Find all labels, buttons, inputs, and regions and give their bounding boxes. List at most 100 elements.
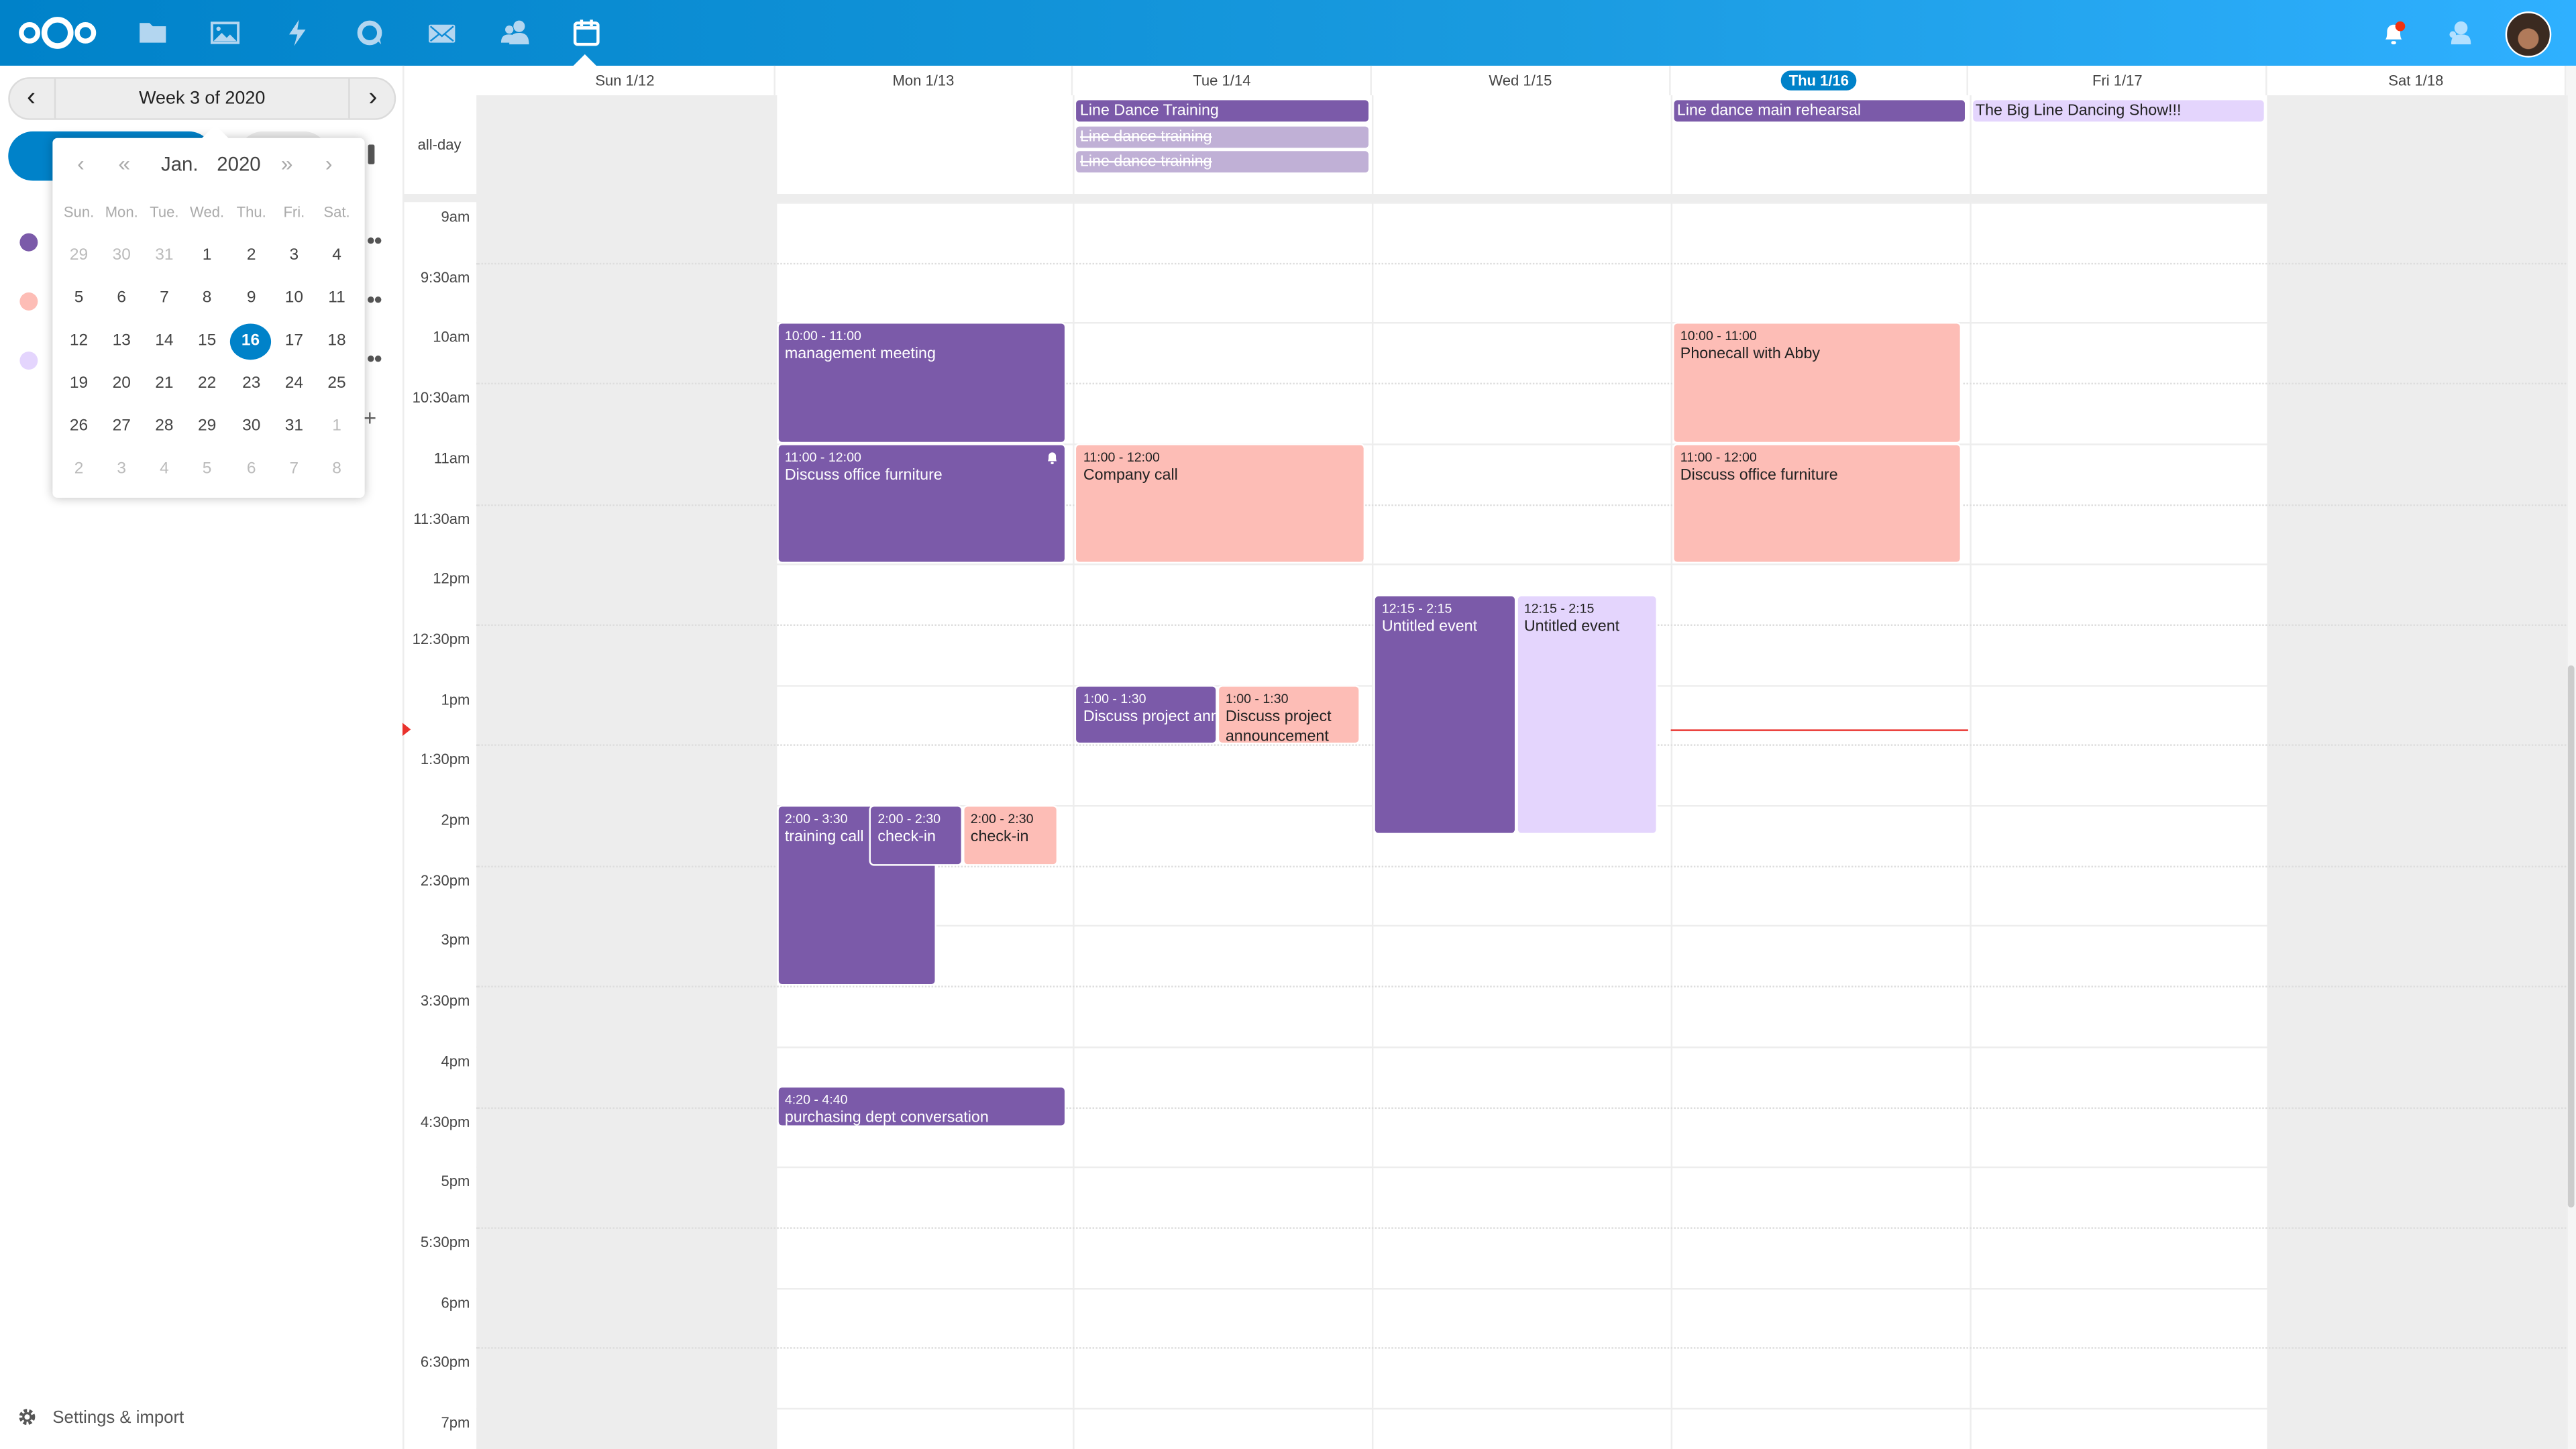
calendar-actions-icon[interactable]: ●● xyxy=(366,290,382,307)
datepicker-day[interactable]: 6 xyxy=(117,289,127,307)
datepicker-day[interactable]: 11 xyxy=(328,289,345,307)
datepicker-day[interactable]: 31 xyxy=(155,246,174,265)
calendar-event[interactable]: 11:00 - 12:00 Company call xyxy=(1075,443,1366,564)
datepicker-day[interactable]: 10 xyxy=(284,289,303,307)
calendar-actions-icon[interactable]: ●● xyxy=(366,350,382,367)
datepicker-day[interactable]: 22 xyxy=(197,374,217,393)
allday-event[interactable]: Line dance main rehearsal xyxy=(1674,100,1966,122)
datepicker-day[interactable]: 25 xyxy=(327,374,346,393)
view-toggle[interactable] xyxy=(368,144,375,164)
datepicker-day[interactable]: 23 xyxy=(242,374,261,393)
datepicker-day[interactable]: 29 xyxy=(197,417,217,435)
datepicker-day[interactable]: 12 xyxy=(69,331,89,350)
calendar-event[interactable]: 12:15 - 2:15 Untitled event xyxy=(1515,594,1658,835)
next-week-button[interactable]: › xyxy=(368,83,378,112)
datepicker-day[interactable]: 26 xyxy=(69,417,89,435)
mail-icon[interactable] xyxy=(425,16,458,49)
datepicker-day[interactable]: 4 xyxy=(160,460,169,478)
calendar-event[interactable]: 10:00 - 11:00 management meeting xyxy=(776,322,1067,443)
datepicker-day[interactable]: 30 xyxy=(242,417,261,435)
calendar-event[interactable]: 4:20 - 4:40 purchasing dept conversation xyxy=(776,1086,1067,1127)
day-header[interactable]: Thu 1/16 xyxy=(1670,65,1970,96)
time-label: 3pm xyxy=(441,932,470,949)
datepicker-day[interactable]: 2 xyxy=(246,246,256,265)
datepicker-day[interactable]: 18 xyxy=(327,331,346,350)
hour-line xyxy=(476,1106,2567,1108)
previous-week-button[interactable]: ‹ xyxy=(26,83,36,112)
user-avatar[interactable] xyxy=(2505,11,2552,58)
day-header[interactable]: Sun 1/12 xyxy=(476,65,775,96)
day-header[interactable]: Tue 1/14 xyxy=(1073,65,1373,96)
datepicker-day[interactable]: 1 xyxy=(332,417,341,435)
datepicker-day[interactable]: 19 xyxy=(69,374,89,393)
calendar-color-dot[interactable] xyxy=(19,292,38,311)
allday-event[interactable]: Line dance training xyxy=(1077,151,1369,173)
datepicker-day[interactable]: 31 xyxy=(284,417,303,435)
datepicker-day[interactable]: 9 xyxy=(246,289,256,307)
scrollbar[interactable] xyxy=(2566,65,2576,1449)
datepicker-day[interactable]: 14 xyxy=(155,331,174,350)
week-picker-button[interactable]: Week 3 of 2020 xyxy=(54,78,350,119)
calendar-event[interactable]: 10:00 - 11:00 Phonecall with Abby xyxy=(1672,322,1963,443)
photos-icon[interactable] xyxy=(209,16,241,49)
datepicker-day[interactable]: 2 xyxy=(74,460,84,478)
calendar-event[interactable]: 12:15 - 2:15 Untitled event xyxy=(1373,594,1516,835)
datepicker-day[interactable]: 24 xyxy=(284,374,303,393)
datepicker-day[interactable]: 5 xyxy=(74,289,84,307)
datepicker-day[interactable]: 13 xyxy=(112,331,131,350)
calendar-event[interactable]: 2:00 - 2:30 check-in xyxy=(962,805,1059,865)
calendar-icon[interactable] xyxy=(570,16,603,49)
allday-event[interactable]: Line Dance Training xyxy=(1077,100,1369,122)
event-title: purchasing dept conversation xyxy=(784,1109,989,1127)
datepicker-day[interactable]: 8 xyxy=(202,289,212,307)
previous-month-icon[interactable]: ‹ xyxy=(77,151,85,176)
datepicker-day[interactable]: 15 xyxy=(197,331,217,350)
datepicker-day[interactable]: 21 xyxy=(155,374,174,393)
nextcloud-logo[interactable] xyxy=(16,13,98,53)
datepicker-day[interactable]: 20 xyxy=(112,374,131,393)
files-icon[interactable] xyxy=(136,16,169,49)
settings-button[interactable]: Settings & import xyxy=(16,1406,184,1428)
datepicker-day[interactable]: 17 xyxy=(284,331,303,350)
allday-event[interactable]: Line dance training xyxy=(1077,125,1369,148)
calendar-event[interactable]: 2:00 - 2:30 check-in xyxy=(869,805,963,865)
datepicker-day[interactable]: 7 xyxy=(289,460,299,478)
previous-year-icon[interactable]: « xyxy=(118,151,131,176)
notifications-icon[interactable] xyxy=(2377,16,2410,49)
next-year-icon[interactable]: » xyxy=(280,151,293,176)
calendar-color-dot[interactable] xyxy=(19,352,38,370)
datepicker-day-selected[interactable]: 16 xyxy=(229,323,272,360)
datepicker-day[interactable]: 29 xyxy=(69,246,89,265)
allday-event[interactable]: The Big Line Dancing Show!!! xyxy=(1972,100,2265,122)
datepicker-day[interactable]: 6 xyxy=(246,460,256,478)
datepicker-day[interactable]: 3 xyxy=(117,460,127,478)
datepicker-day[interactable]: 4 xyxy=(332,246,341,265)
contacts-menu-icon[interactable] xyxy=(2443,16,2476,49)
day-header[interactable]: Sat 1/18 xyxy=(2267,65,2567,96)
next-month-icon[interactable]: › xyxy=(325,151,333,176)
datepicker-day[interactable]: 8 xyxy=(332,460,341,478)
contacts-icon[interactable] xyxy=(498,16,531,49)
talk-icon[interactable] xyxy=(354,16,386,49)
day-header[interactable]: Wed 1/15 xyxy=(1372,65,1671,96)
add-calendar-icon[interactable]: + xyxy=(363,404,377,431)
datepicker-year[interactable]: 2020 xyxy=(217,152,261,176)
calendar-event[interactable]: 11:00 - 12:00 Discuss office furniture xyxy=(776,443,1067,564)
datepicker-day[interactable]: 5 xyxy=(202,460,212,478)
day-header[interactable]: Fri 1/17 xyxy=(1969,65,2268,96)
calendar-actions-icon[interactable]: ●● xyxy=(366,231,382,248)
datepicker-day[interactable]: 1 xyxy=(202,246,212,265)
datepicker-day[interactable]: 7 xyxy=(160,289,169,307)
datepicker-day[interactable]: 30 xyxy=(112,246,131,265)
datepicker-day[interactable]: 28 xyxy=(155,417,174,435)
day-header[interactable]: Mon 1/13 xyxy=(775,65,1074,96)
datepicker-day[interactable]: 3 xyxy=(289,246,299,265)
calendar-color-dot[interactable] xyxy=(19,233,38,252)
datepicker-month[interactable]: Jan. xyxy=(161,152,199,176)
calendar-event[interactable]: 11:00 - 12:00 Discuss office furniture xyxy=(1672,443,1963,564)
activity-icon[interactable] xyxy=(281,16,314,49)
time-label: 6pm xyxy=(441,1293,470,1311)
datepicker-day[interactable]: 27 xyxy=(112,417,131,435)
